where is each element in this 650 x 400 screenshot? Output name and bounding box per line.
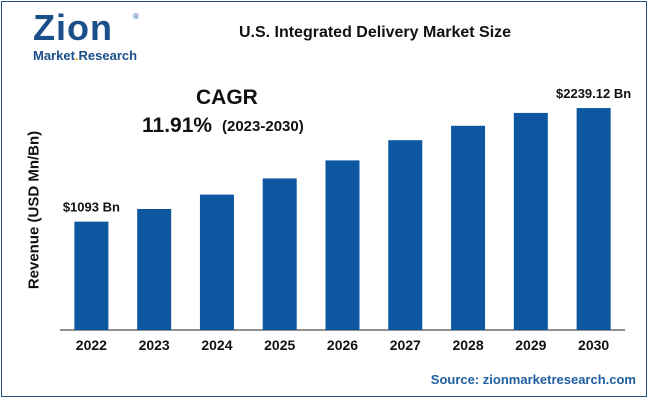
- source-note: Source: zionmarketresearch.com: [430, 372, 636, 387]
- logo-registered-mark: ®: [133, 12, 139, 21]
- bar-2030: [576, 108, 611, 330]
- x-tick-2025: 2025: [264, 337, 295, 353]
- bar-2026: [325, 160, 360, 330]
- logo-sub-dot: .: [74, 48, 79, 63]
- bar-2022: [74, 221, 109, 330]
- zion-logo[interactable]: Zion ® Market.Research: [33, 8, 143, 66]
- bar-2025: [262, 178, 297, 330]
- x-tick-2022: 2022: [76, 337, 107, 353]
- logo-word: Zion: [33, 7, 113, 48]
- bar-2023: [137, 208, 172, 330]
- bar-2027: [388, 140, 423, 330]
- bar-2029: [513, 112, 548, 330]
- logo-sub-research: Research: [78, 48, 138, 63]
- x-tick-2028: 2028: [452, 337, 483, 353]
- data-label-2030: $2239.12 Bn: [556, 86, 631, 101]
- bar-2028: [451, 125, 486, 331]
- bar-2024: [199, 194, 234, 330]
- x-tick-2024: 2024: [201, 337, 232, 353]
- cagr-value: 11.91%: [142, 114, 213, 137]
- chart-title: U.S. Integrated Delivery Market Size: [238, 24, 512, 41]
- x-tick-2027: 2027: [390, 337, 421, 353]
- data-label-2022: $1093 Bn: [63, 200, 120, 215]
- logo-sub-market: Market: [33, 48, 75, 63]
- x-tick-2026: 2026: [327, 337, 358, 353]
- x-tick-2029: 2029: [515, 337, 546, 353]
- x-tick-2030: 2030: [578, 337, 609, 353]
- cagr-label: CAGR: [196, 86, 258, 109]
- cagr-period: (2023-2030): [222, 118, 304, 135]
- logo-subtitle: Market.Research: [33, 48, 143, 63]
- x-tick-2023: 2023: [139, 337, 170, 353]
